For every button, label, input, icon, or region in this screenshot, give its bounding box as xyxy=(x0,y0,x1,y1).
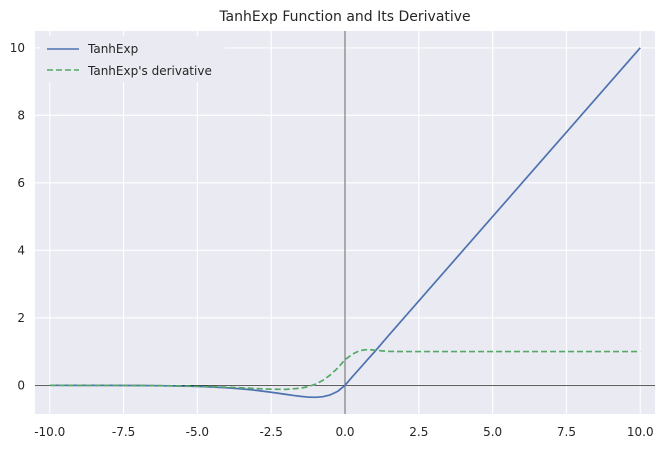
legend-label-tanhexp: TanhExp xyxy=(87,42,138,56)
y-tick-label: 4 xyxy=(17,243,25,257)
legend-label-derivative: TanhExp's derivative xyxy=(87,64,212,78)
y-tick-labels: 0 2 4 6 8 10 xyxy=(10,41,25,392)
y-tick-label: 10 xyxy=(10,41,25,55)
chart-title: TanhExp Function and Its Derivative xyxy=(218,9,470,25)
x-tick-label: 5.0 xyxy=(483,425,502,439)
x-tick-label: -2.5 xyxy=(259,425,282,439)
legend: TanhExp TanhExp's derivative xyxy=(40,36,225,82)
x-tick-label: 2.5 xyxy=(409,425,428,439)
x-tick-labels: -10.0 -7.5 -5.0 -2.5 0.0 2.5 5.0 7.5 10.0 xyxy=(34,425,653,439)
x-tick-label: -7.5 xyxy=(112,425,135,439)
x-tick-label: -5.0 xyxy=(186,425,209,439)
y-tick-label: 6 xyxy=(17,176,25,190)
y-tick-label: 0 xyxy=(17,378,25,392)
y-tick-label: 2 xyxy=(17,311,25,325)
x-tick-label: -10.0 xyxy=(34,425,65,439)
x-tick-label: 0.0 xyxy=(335,425,354,439)
y-tick-label: 8 xyxy=(17,108,25,122)
x-tick-label: 10.0 xyxy=(627,425,654,439)
legend-box xyxy=(40,36,225,82)
x-tick-label: 7.5 xyxy=(557,425,576,439)
series-layer xyxy=(49,47,641,399)
series-line-1 xyxy=(49,348,641,391)
